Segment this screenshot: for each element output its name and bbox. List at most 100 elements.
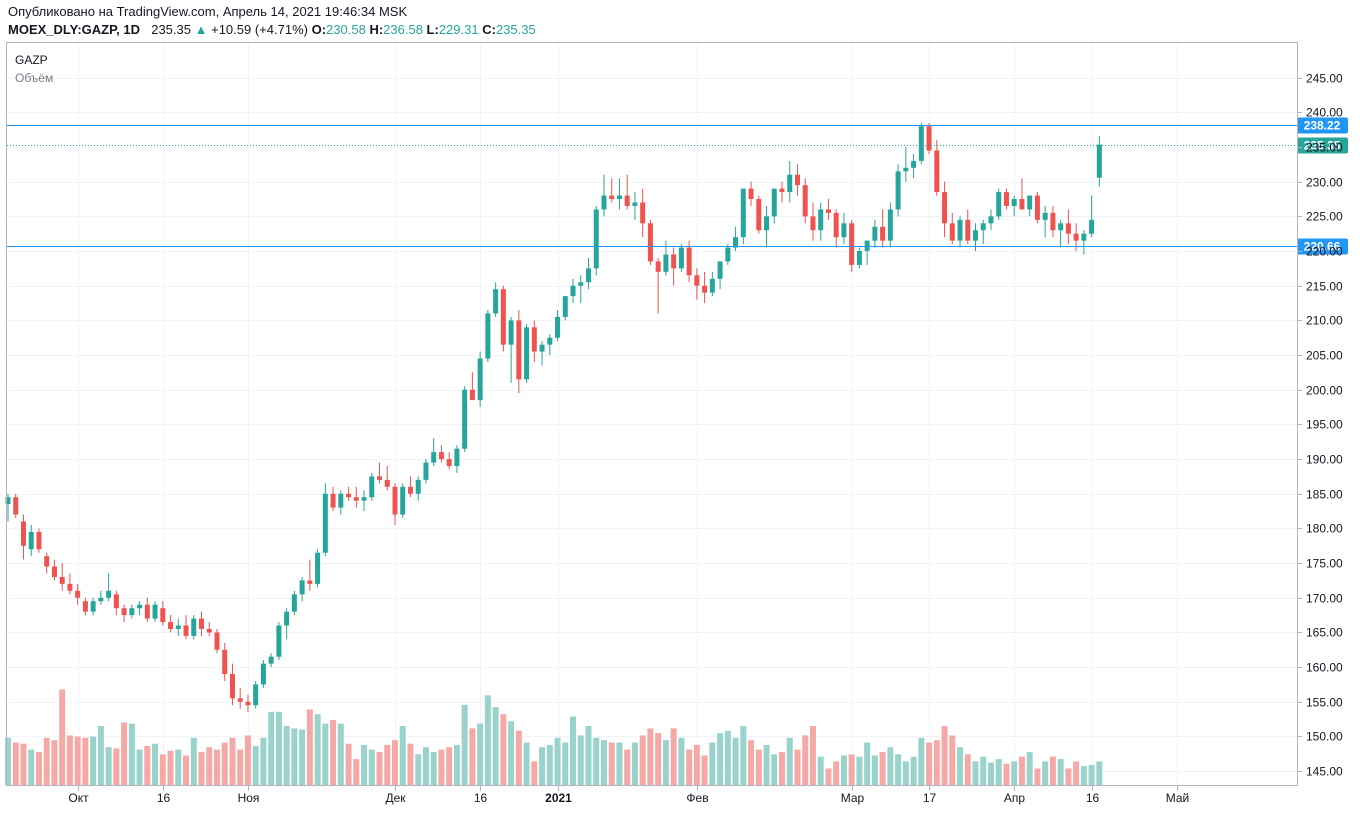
candle-body <box>44 556 50 567</box>
candle-body <box>880 226 886 241</box>
volume-bar <box>655 733 662 785</box>
volume-bar <box>1003 763 1010 785</box>
candle-body <box>725 247 731 262</box>
candle-body <box>794 174 800 186</box>
candle-body <box>469 389 475 401</box>
volume-bar <box>631 742 638 785</box>
volume-bar <box>430 751 437 785</box>
volume-bar <box>840 755 847 785</box>
candle-body <box>82 601 88 612</box>
volume-bar <box>183 755 190 785</box>
volume-bar <box>291 728 298 785</box>
candle-body <box>90 601 96 612</box>
close-label: C: <box>482 22 496 37</box>
candle-body <box>531 327 537 352</box>
candle-body <box>601 195 607 210</box>
candle-body <box>260 663 266 685</box>
volume-bar <box>895 754 902 785</box>
price-lines[interactable]: 238.22 220.66 235.35 <box>7 117 1348 255</box>
price-line-label: 220.66 <box>1304 240 1341 254</box>
x-tick-label: 16 <box>1086 791 1100 805</box>
volume-bar <box>616 742 623 785</box>
candle-body <box>214 632 220 650</box>
time-axis[interactable]: Окт 16 Ноя Дек 16 2021 Фев Мар 17 Апр 16 Май <box>68 786 1189 805</box>
candle-body <box>841 223 847 238</box>
price-line-tag <box>1297 117 1348 134</box>
candle-body <box>864 240 870 252</box>
candle-body <box>20 521 26 546</box>
candle-body <box>454 448 460 467</box>
candle-body <box>183 625 189 636</box>
volume-bar <box>252 746 259 785</box>
x-tick-label: Май <box>1166 791 1190 805</box>
volume-bar <box>384 744 391 785</box>
candle-body <box>547 337 553 345</box>
candle-body <box>199 618 204 629</box>
candle-body <box>678 247 684 269</box>
legend-ticker: GAZP <box>15 53 48 67</box>
candle-body <box>423 462 429 480</box>
candle-body <box>578 282 584 286</box>
candle-body <box>1058 223 1064 231</box>
x-tick-label: 17 <box>923 791 937 805</box>
candle-body <box>980 223 986 231</box>
candle-body <box>477 358 483 401</box>
volume-bar <box>771 754 778 785</box>
volume-bar <box>1011 761 1018 785</box>
x-tick-label: 16 <box>474 791 488 805</box>
candle-body <box>253 684 259 706</box>
volume-bar <box>113 748 120 785</box>
volume-bar <box>407 743 414 785</box>
candle-body <box>1089 219 1095 234</box>
candle-body <box>315 552 321 584</box>
candle-body <box>756 199 762 231</box>
candle-body <box>903 167 909 172</box>
candle-body <box>137 604 143 609</box>
legend-volume: Объём <box>15 71 53 85</box>
candle-body <box>988 216 994 224</box>
volume-bar <box>446 747 453 785</box>
candle-body <box>446 459 452 467</box>
candle-body <box>555 316 561 338</box>
y-tick-label: 210.00 <box>1306 314 1343 328</box>
candle-body <box>918 126 924 161</box>
volume-bar <box>709 742 716 785</box>
candle-body <box>175 625 181 629</box>
volume-bar <box>477 723 484 785</box>
volume-bar <box>941 726 948 785</box>
volume-bar <box>717 733 724 785</box>
candle-body <box>129 608 135 616</box>
volume-bar <box>585 726 592 785</box>
candle-body <box>98 597 104 602</box>
volume-bar <box>152 743 159 785</box>
volume-bar <box>128 723 135 785</box>
volume-bar <box>515 730 522 785</box>
volume-bar <box>422 747 429 785</box>
volume-bar <box>35 751 42 785</box>
candle-body <box>144 604 150 619</box>
candle-body <box>663 254 669 272</box>
volume-bar <box>159 754 166 785</box>
volume-bar <box>12 742 19 785</box>
candle-body <box>1011 199 1017 206</box>
x-tick-label: Мар <box>841 791 865 805</box>
volume-bar <box>392 740 398 785</box>
y-tick-label: 175.00 <box>1306 557 1343 571</box>
grid <box>7 43 1297 785</box>
volume-bar <box>856 756 863 785</box>
candle-body <box>508 320 514 345</box>
price-axis[interactable]: 245.00 240.00 235.00 230.00 225.00 220.00 215.… <box>1297 72 1343 779</box>
x-tick-label: 2021 <box>545 791 572 805</box>
change-arrow-icon: ▲ <box>194 22 208 37</box>
volume-bar <box>887 747 894 785</box>
volume-bar <box>376 751 383 785</box>
y-tick-label: 145.00 <box>1306 765 1343 779</box>
symbol-label[interactable]: MOEX_DLY:GAZP, 1D <box>8 22 140 37</box>
candle-body <box>28 531 34 550</box>
candle-body <box>926 126 932 151</box>
candle-body <box>709 278 715 293</box>
candle-body <box>431 452 437 463</box>
publish-info: Опубликовано на TradingView.com, Апрель … <box>8 4 408 19</box>
candle-body <box>632 202 638 206</box>
